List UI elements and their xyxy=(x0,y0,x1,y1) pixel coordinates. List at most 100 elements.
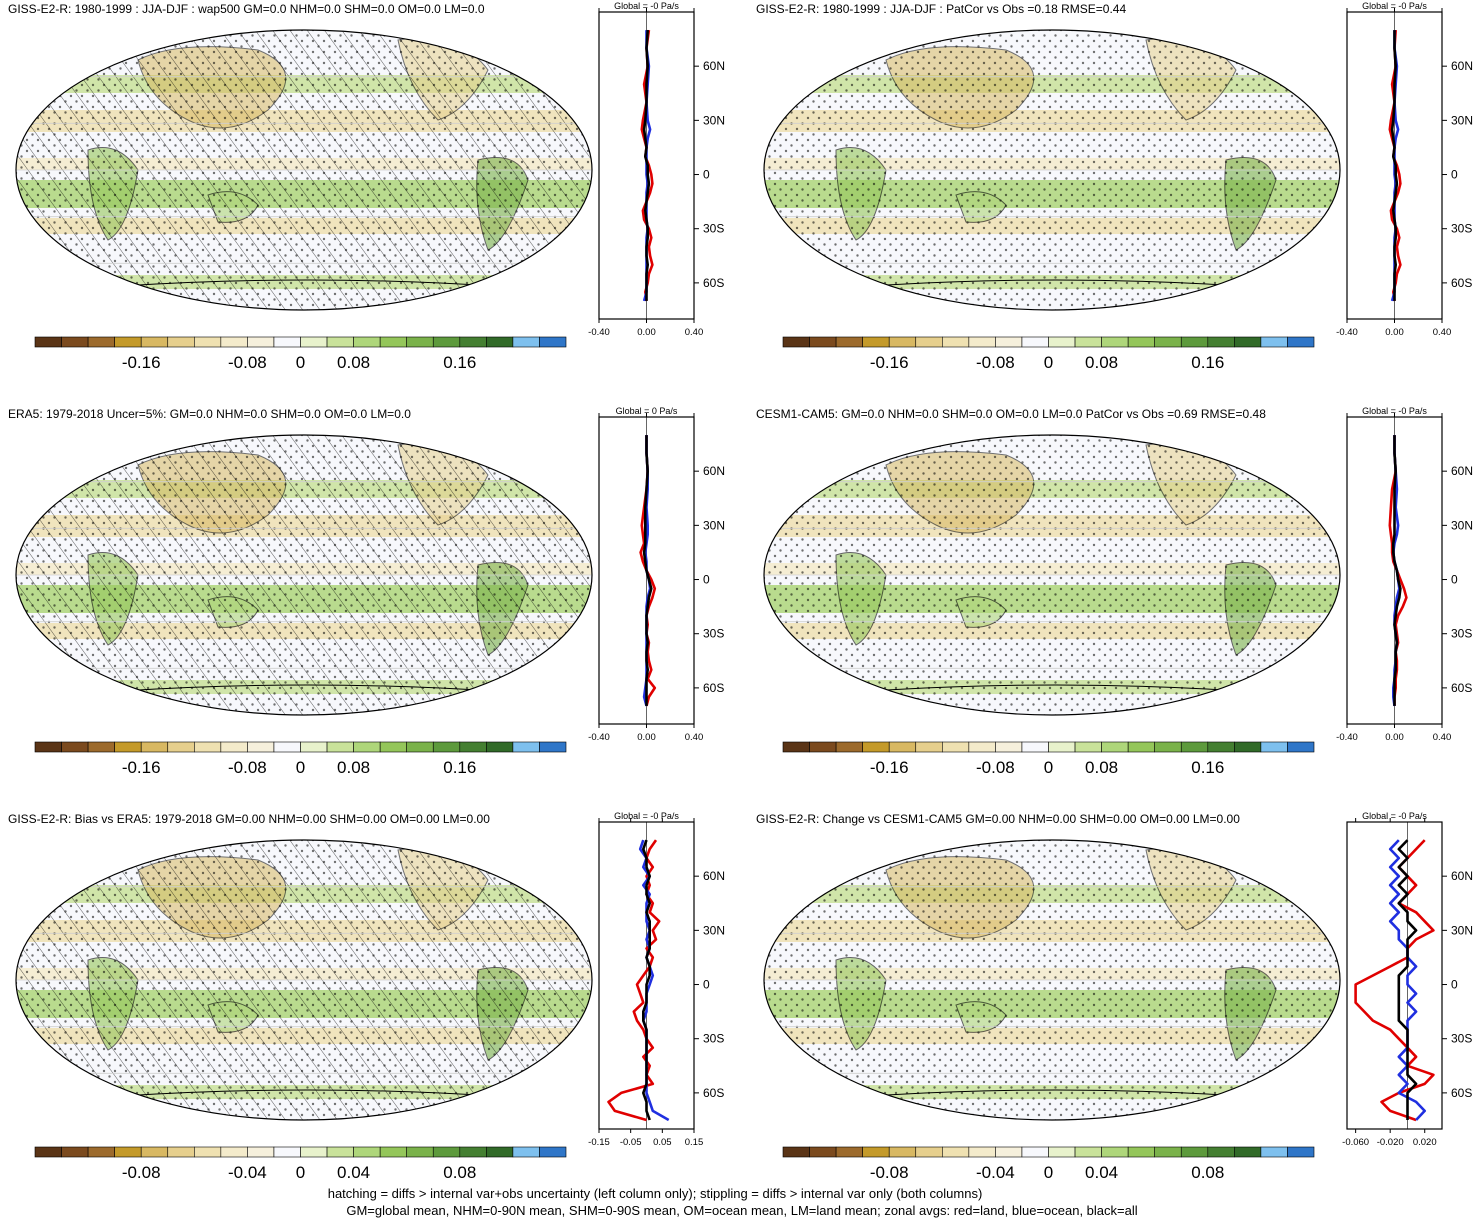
map-field xyxy=(764,435,1340,715)
colorbar-label: -0.08 xyxy=(976,353,1015,372)
colorbar-label: 0 xyxy=(296,353,305,372)
zonal-lat-label: 30N xyxy=(703,923,725,937)
colorbar-swatch xyxy=(1021,1146,1049,1158)
zonal-lat-label: 0 xyxy=(703,168,710,182)
colorbar-swatch xyxy=(1074,1146,1102,1158)
colorbar: -0.16 -0.08 0 0.08 0.16 xyxy=(782,741,1315,777)
colorbar-swatch xyxy=(1021,741,1049,753)
colorbar-swatch xyxy=(1154,741,1182,753)
colorbar-swatch xyxy=(809,741,837,753)
colorbar-swatch xyxy=(167,336,195,348)
zonal-x-label: -0.15 xyxy=(588,1137,610,1148)
zonal-mean-plot: Global = -0 Pa/s 60N 30N 0 30S 60S -0.40 0.00 0.… xyxy=(1336,1,1473,338)
colorbar-swatch xyxy=(1287,741,1315,753)
colorbar-swatch xyxy=(432,1146,461,1158)
colorbar: -0.16 -0.08 0 0.08 0.16 xyxy=(34,741,567,777)
colorbar-swatch xyxy=(968,336,996,348)
colorbar-swatch xyxy=(194,336,222,348)
colorbar-swatch xyxy=(1287,1146,1315,1158)
colorbar-label: 0.08 xyxy=(1085,758,1118,777)
colorbar-swatch xyxy=(300,1146,328,1158)
colorbar-swatch xyxy=(809,1146,837,1158)
zonal-lat-label: 30N xyxy=(1451,518,1473,532)
colorbar-swatch xyxy=(486,1146,514,1158)
colorbar-swatch xyxy=(1207,741,1235,753)
map-field xyxy=(16,840,592,1120)
colorbar-label: -0.16 xyxy=(870,353,909,372)
colorbar-swatch xyxy=(432,336,461,348)
colorbar-swatch xyxy=(539,1146,567,1158)
colorbar-swatch xyxy=(862,741,890,753)
zonal-lat-label: 30S xyxy=(1451,627,1472,641)
zonal-lat-label: 60S xyxy=(703,276,724,290)
colorbar-label: 0.16 xyxy=(443,353,476,372)
colorbar-swatch xyxy=(539,741,567,753)
panel-title: GISS-E2-R: Change vs CESM1-CAM5 GM=0.00 … xyxy=(756,812,1240,826)
colorbar-label: 0.04 xyxy=(1085,1163,1118,1182)
colorbar-swatch xyxy=(862,336,890,348)
zonal-x-label: -0.40 xyxy=(1336,732,1358,743)
zonal-lat-label: 30S xyxy=(1451,1032,1472,1046)
colorbar-swatch xyxy=(1180,336,1209,348)
panel-2: GISS-E2-R: 1980-1999 : JJA-DJF : PatCor … xyxy=(756,1,1473,372)
colorbar-swatch xyxy=(995,1146,1023,1158)
colorbar-swatch xyxy=(273,336,301,348)
zonal-x-label: 0.05 xyxy=(653,1137,672,1148)
colorbar-swatch xyxy=(114,1146,142,1158)
colorbar-swatch xyxy=(1074,741,1102,753)
zonal-mean-plot: Global = -0 Pa/s 60N 30N 0 30S 60S -0.060 -0.02… xyxy=(1342,811,1473,1148)
colorbar-swatch xyxy=(379,741,407,753)
colorbar-swatch xyxy=(915,1146,943,1158)
colorbar-swatch xyxy=(247,1146,275,1158)
colorbar-swatch xyxy=(915,741,943,753)
colorbar-label: -0.04 xyxy=(976,1163,1015,1182)
colorbar-swatch xyxy=(326,336,354,348)
colorbar-swatch xyxy=(220,336,248,348)
colorbar-swatch xyxy=(61,1146,89,1158)
colorbar-swatch xyxy=(87,336,115,348)
colorbar-swatch xyxy=(34,1146,62,1158)
colorbar-label: -0.04 xyxy=(228,1163,267,1182)
colorbar-label: 0.16 xyxy=(1191,758,1224,777)
zonal-x-label: -0.40 xyxy=(1336,327,1358,338)
zonal-x-label: 0.40 xyxy=(685,327,704,338)
colorbar-swatch xyxy=(1101,336,1129,348)
colorbar-swatch xyxy=(1180,741,1209,753)
map-field xyxy=(764,30,1340,310)
panel-5: GISS-E2-R: Bias vs ERA5: 1979-2018 GM=0.… xyxy=(8,811,725,1182)
panels-layer: GISS-E2-R: 1980-1999 : JJA-DJF : wap500 … xyxy=(8,1,1473,1182)
colorbar-label: 0 xyxy=(1044,1163,1053,1182)
panel-6: GISS-E2-R: Change vs CESM1-CAM5 GM=0.00 … xyxy=(756,811,1473,1182)
zonal-lat-label: 60N xyxy=(1451,869,1473,883)
panel-1: GISS-E2-R: 1980-1999 : JJA-DJF : wap500 … xyxy=(8,1,725,372)
colorbar-swatch xyxy=(486,336,514,348)
colorbar-swatch xyxy=(194,741,222,753)
colorbar-swatch xyxy=(888,1146,917,1158)
zonal-lat-label: 60S xyxy=(703,681,724,695)
footer-line-2: GM=global mean, NHM=0-90N mean, SHM=0-90… xyxy=(346,1203,1137,1218)
colorbar-swatch xyxy=(247,741,275,753)
colorbar-label: -0.16 xyxy=(870,758,909,777)
colorbar-label: -0.08 xyxy=(122,1163,161,1182)
colorbar-label: 0 xyxy=(1044,758,1053,777)
zonal-lat-label: 0 xyxy=(1451,573,1458,587)
map-field xyxy=(16,30,592,310)
colorbar-swatch xyxy=(87,1146,115,1158)
colorbar-swatch xyxy=(34,741,62,753)
zonal-title: Global = -0 Pa/s xyxy=(614,811,679,821)
zonal-lat-label: 60N xyxy=(1451,464,1473,478)
colorbar-swatch xyxy=(1127,741,1155,753)
zonal-title: Global = 0 Pa/s xyxy=(616,406,678,416)
map-outline xyxy=(15,29,593,311)
zonal-lat-label: 30S xyxy=(703,627,724,641)
colorbar-swatch xyxy=(273,1146,301,1158)
zonal-lat-label: 30N xyxy=(703,518,725,532)
zonal-title: Global = -0 Pa/s xyxy=(1362,1,1427,11)
panel-3: ERA5: 1979-2018 Uncer=5%: GM=0.0 NHM=0.0… xyxy=(8,406,725,777)
figure-footer: hatching = diffs > internal var+obs unce… xyxy=(328,1186,1138,1218)
colorbar-label: -0.08 xyxy=(976,758,1015,777)
colorbar-swatch xyxy=(1127,336,1155,348)
colorbar-swatch xyxy=(459,1146,487,1158)
colorbar-swatch xyxy=(1101,741,1129,753)
colorbar-swatch xyxy=(353,1146,381,1158)
